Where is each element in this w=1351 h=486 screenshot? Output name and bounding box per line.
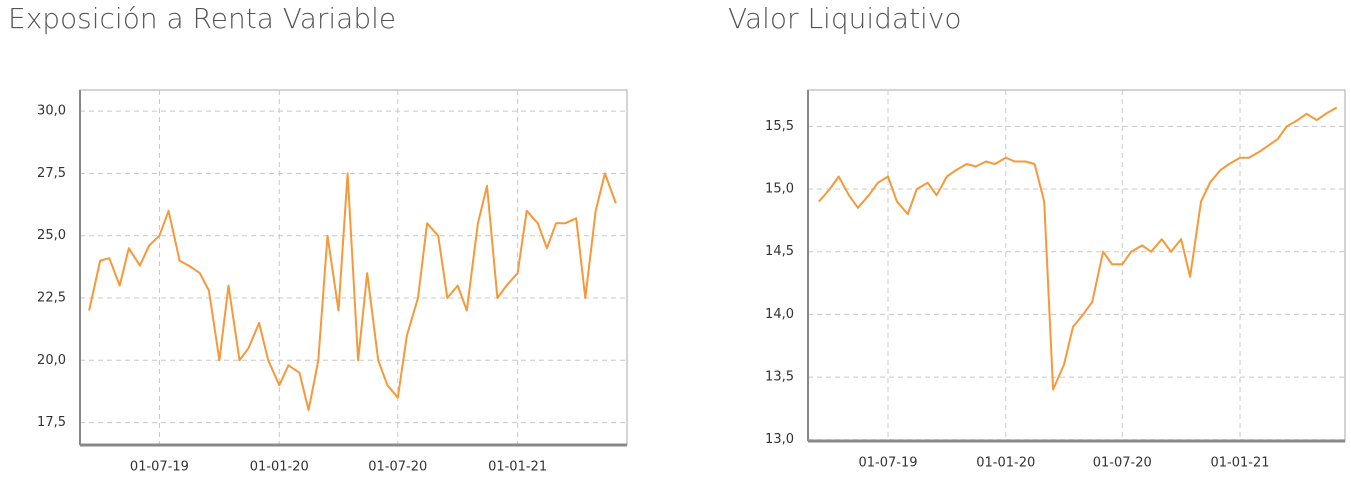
- x-tick-label: 01-07-20: [368, 460, 427, 475]
- x-tick-label: 01-01-20: [976, 456, 1035, 471]
- y-tick-label: 14,0: [765, 307, 794, 322]
- line-series: [88, 172, 617, 412]
- x-tick-label: 01-07-19: [130, 460, 189, 475]
- y-tick-label: 30,0: [37, 104, 66, 119]
- y-tick-label: 22,5: [37, 291, 66, 306]
- y-tick-label: 13,0: [765, 432, 794, 447]
- x-tick-label: 01-07-20: [1093, 456, 1152, 471]
- x-tick-label: 01-07-19: [858, 456, 917, 471]
- y-tick-label: 13,5: [765, 370, 794, 385]
- y-tick-label: 17,5: [37, 415, 66, 430]
- x-tick-label: 01-01-20: [250, 460, 309, 475]
- plot-frame: [807, 89, 1346, 442]
- chart-title: Exposición a Renta Variable: [8, 2, 396, 35]
- y-tick-label: 20,0: [37, 353, 66, 368]
- y-tick-label: 14,5: [765, 244, 794, 259]
- y-tick-label: 25,0: [37, 228, 66, 243]
- y-tick-label: 27,5: [37, 166, 66, 181]
- x-tick-label: 01-01-21: [488, 460, 547, 475]
- y-tick-label: 15,0: [765, 182, 794, 197]
- chart-title: Valor Liquidativo: [728, 2, 962, 35]
- x-tick-label: 01-01-21: [1211, 456, 1270, 471]
- y-tick-label: 15,5: [765, 119, 794, 134]
- line-series: [818, 106, 1338, 391]
